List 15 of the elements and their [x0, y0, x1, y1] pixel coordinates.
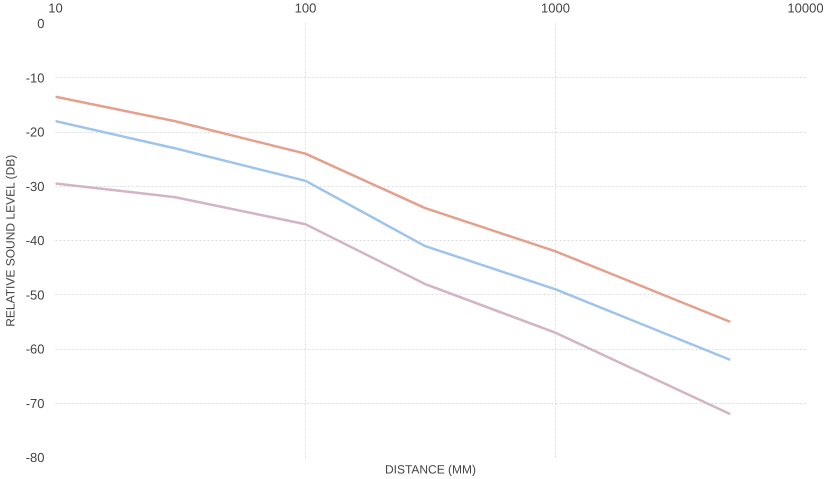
x-tick-label: 10	[48, 0, 63, 16]
x-tick-label: 10000	[787, 0, 824, 16]
y-axis-title: RELATIVE SOUND LEVEL (DB)	[4, 154, 18, 327]
y-tick-label: 0	[37, 16, 45, 31]
y-tick-label: -80	[26, 450, 45, 465]
y-tick-label: -30	[26, 178, 45, 194]
x-axis-title: DISTANCE (MM)	[384, 462, 476, 476]
y-tick-label: -50	[26, 287, 45, 302]
x-tick-label: 100	[294, 0, 316, 16]
y-tick-label: -60	[26, 342, 45, 356]
x-tick-label: 1000	[541, 0, 570, 16]
y-tick-label: -10	[26, 70, 45, 86]
y-tick-label: -40	[26, 233, 45, 248]
y-tick-label: -70	[26, 396, 45, 411]
y-tick-label: -20	[26, 124, 45, 140]
